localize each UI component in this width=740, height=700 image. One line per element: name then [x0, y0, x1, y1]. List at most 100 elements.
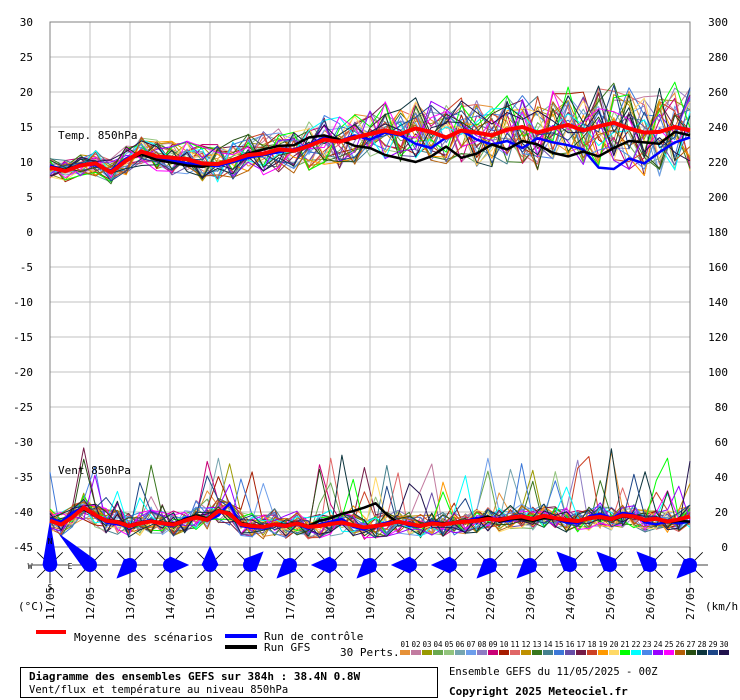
date-label: 25/05: [604, 587, 617, 620]
y-left-tick: 15: [20, 121, 33, 134]
pert-swatch: [620, 650, 630, 655]
pert-swatch: [455, 650, 465, 655]
date-label: 20/05: [404, 587, 417, 620]
wind-rose: [632, 547, 668, 583]
pert-swatch: [433, 650, 443, 655]
rose-core: [83, 558, 97, 572]
pert-label: 12: [521, 640, 530, 649]
temp-member-line: [49, 94, 691, 179]
y-right-tick: 220: [708, 156, 728, 169]
wind-rose: [112, 547, 148, 583]
y-left-tick: -35: [13, 471, 33, 484]
wind-member-line: [49, 458, 691, 537]
y-right-tick: 200: [708, 191, 728, 204]
pert-label: 29: [708, 640, 717, 649]
pert-swatch: [675, 650, 685, 655]
chart-subtitle: Vent/flux et température au niveau 850hP…: [29, 684, 289, 696]
rose-core: [483, 558, 497, 572]
y-left-tick: 5: [26, 191, 33, 204]
wind-rose: [512, 547, 548, 583]
wind-rose: [192, 545, 228, 583]
unit-left-label: (°C): [18, 600, 45, 613]
date-labels: 11/05 12/05 13/05 14/05 15/05 16/05 17/05 18/05…: [44, 587, 697, 620]
pert-label: 24: [653, 640, 663, 649]
pert-swatch: [444, 650, 454, 655]
date-label: 15/05: [204, 587, 217, 620]
rose-core: [203, 558, 217, 572]
date-label: 17/05: [284, 587, 297, 620]
pert-label: 25: [664, 640, 673, 649]
rose-core: [683, 558, 697, 572]
y-right-tick: 260: [708, 86, 728, 99]
unit-right-label: (km/h): [705, 600, 740, 613]
pert-swatch: [631, 650, 641, 655]
temp-panel-label: Temp. 850hPa: [58, 129, 137, 142]
y-right-tick: 100: [708, 366, 728, 379]
pert-label: 17: [576, 640, 585, 649]
pert-swatch: [499, 650, 509, 655]
date-label: 18/05: [324, 587, 337, 620]
wind-roses: N S E W: [28, 522, 708, 592]
pert-swatch: [719, 650, 729, 655]
pert-swatch: [708, 650, 718, 655]
y-left-tick: -10: [13, 296, 33, 309]
pert-label: 01: [400, 640, 409, 649]
temp-member-line: [49, 108, 691, 183]
date-label: 16/05: [244, 587, 257, 620]
wind-rose: [472, 547, 508, 583]
y-right-tick: 40: [715, 471, 728, 484]
legend-mean-label: Moyenne des scénarios: [74, 631, 213, 644]
wind-rose: [232, 547, 268, 583]
date-label: 24/05: [564, 587, 577, 620]
wind-rose: [552, 547, 588, 583]
wind-member-line: [49, 457, 691, 536]
temp-member-line: [49, 96, 691, 177]
wind-member-line: [49, 461, 691, 537]
footer-title-box: Diagramme des ensembles GEFS sur 384h : …: [20, 667, 438, 698]
y-left-tick: -45: [13, 541, 33, 554]
wind-panel-label: Vent 850hPa: [58, 464, 131, 477]
wind-rose: [592, 547, 628, 583]
compass-e: E: [68, 562, 73, 571]
wind-rose: [310, 547, 348, 583]
rose-core: [363, 558, 377, 572]
pert-swatch: [488, 650, 498, 655]
pert-swatch: [411, 650, 421, 655]
compass-n: N: [48, 537, 53, 546]
rose-core: [563, 558, 577, 572]
wind-rose: [390, 547, 428, 583]
perts-legend: 01 02 03 04 05 06 07 08 09 10 11 12 13 14 15 16 17 18 19 20…: [400, 640, 729, 655]
y-left-tick: -25: [13, 401, 33, 414]
y-right-tick: 120: [708, 331, 728, 344]
temp-member-line: [49, 92, 691, 177]
pert-label: 04: [433, 640, 443, 649]
y-right-tick: 140: [708, 296, 728, 309]
y-right-tick: 0: [721, 541, 728, 554]
pert-swatch: [400, 650, 410, 655]
pert-label: 13: [532, 640, 541, 649]
temp-gfs-line: [49, 130, 691, 174]
pert-label: 02: [411, 640, 420, 649]
y-left-tick: -5: [20, 261, 33, 274]
temp-member-line: [49, 81, 691, 182]
y-left-tick: -40: [13, 506, 33, 519]
date-label: 23/05: [524, 587, 537, 620]
pert-swatch: [466, 650, 476, 655]
pert-label: 19: [598, 640, 607, 649]
rose-core: [523, 558, 537, 572]
compass-s: S: [48, 583, 53, 592]
pert-label: 08: [477, 640, 487, 649]
date-label: 11/05: [44, 587, 57, 620]
rose-core: [403, 558, 417, 572]
y-right-tick: 240: [708, 121, 728, 134]
wind-member-line: [49, 490, 691, 539]
pert-swatch: [686, 650, 696, 655]
rose-core: [283, 558, 297, 572]
pert-swatch: [664, 650, 674, 655]
date-label: 26/05: [644, 587, 657, 620]
pert-swatch: [510, 650, 520, 655]
date-label: 21/05: [444, 587, 457, 620]
wind-rose: [430, 547, 468, 583]
run-info: Ensemble GEFS du 11/05/2025 - 00Z: [449, 666, 658, 678]
